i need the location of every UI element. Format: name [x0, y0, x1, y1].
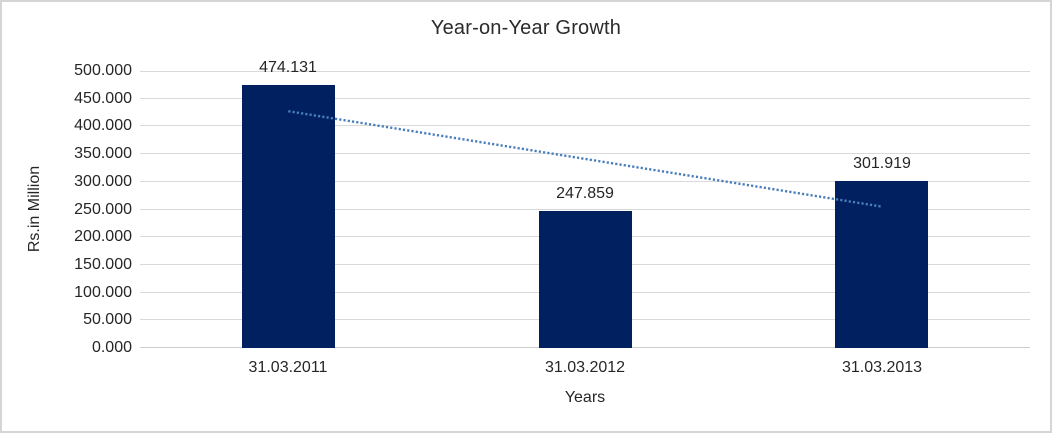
y-tick-label: 100.000	[74, 284, 132, 301]
y-tick-label: 500.000	[74, 62, 132, 79]
y-tick-label: 300.000	[74, 173, 132, 190]
y-tick-label: 400.000	[74, 117, 132, 134]
x-tick-label: 31.03.2013	[841, 359, 923, 376]
bar-31.03.2013	[835, 181, 928, 348]
y-tick-label: 50.000	[83, 311, 132, 328]
gridline	[140, 125, 1030, 126]
y-tick-label: 450.000	[74, 90, 132, 107]
value-label: 474.131	[259, 59, 317, 76]
chart-title: Year-on-Year Growth	[430, 17, 622, 39]
x-tick-label: 31.03.2012	[544, 359, 626, 376]
gridline	[140, 181, 1030, 182]
y-tick-label: 200.000	[74, 228, 132, 245]
bar-31.03.2012	[539, 211, 632, 348]
gridline	[140, 209, 1030, 210]
value-label: 247.859	[556, 185, 614, 202]
trendline-svg	[288, 110, 882, 208]
y-tick-label: 0.000	[91, 339, 132, 356]
x-axis-title: Years	[564, 389, 606, 406]
gridline	[140, 153, 1030, 154]
value-label: 301.919	[853, 155, 911, 172]
y-tick-label: 350.000	[74, 145, 132, 162]
y-tick-label: 250.000	[74, 201, 132, 218]
plot-area: 474.131 247.859 301.919	[140, 59, 1030, 348]
y-tick-label: 150.000	[74, 256, 132, 273]
gridline	[140, 71, 1030, 72]
bar-31.03.2011	[242, 85, 335, 348]
gridline	[140, 98, 1030, 99]
trendline	[288, 110, 882, 208]
x-tick-label: 31.03.2011	[248, 359, 328, 376]
